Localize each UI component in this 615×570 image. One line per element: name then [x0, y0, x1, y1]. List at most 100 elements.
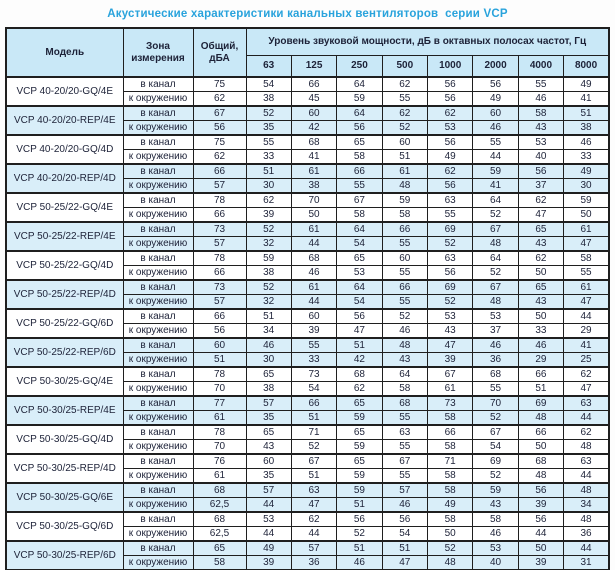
zone-cell: к окружению [122, 439, 194, 455]
spl-value-cell: 65 [336, 424, 383, 440]
spl-value-cell: 69 [517, 395, 565, 411]
spl-value-cell: 44 [245, 526, 292, 542]
spl-value-cell: 59 [336, 410, 383, 426]
spl-value-cell: 58 [426, 468, 474, 484]
total-dba-cell: 67 [192, 105, 247, 121]
table-row: к окружению 56 35 42 56 52 53 46 43 38 [6, 120, 610, 136]
zone-cell: в канал [122, 482, 194, 498]
table-row: к окружению 62,5 44 44 52 54 50 46 44 36 [6, 526, 610, 542]
spl-value-cell: 49 [472, 91, 519, 107]
spl-value-cell: 48 [517, 468, 565, 484]
spl-value-cell: 32 [245, 236, 292, 252]
spl-value-cell: 52 [426, 540, 474, 556]
spl-value-cell: 49 [426, 149, 474, 165]
spl-value-cell: 51 [517, 381, 565, 397]
spl-value-cell: 38 [245, 381, 292, 397]
spl-value-cell: 63 [381, 424, 429, 440]
total-dba-cell: 73 [192, 279, 247, 295]
table-row: VCP 50-30/25-GQ/6D в канал 68 53 62 56 56 58 58 5… [5, 511, 610, 542]
spl-value-cell: 62 [245, 192, 292, 208]
spl-value-cell: 47 [563, 236, 610, 252]
spl-value-cell: 55 [381, 410, 429, 426]
col-header-freq: 500 [381, 55, 429, 78]
spl-value-cell: 67 [290, 453, 338, 469]
table-row: VCP 50-30/25-REP/6D в канал 65 49 57 51 51 52 53… [5, 540, 610, 570]
spl-value-cell: 48 [563, 439, 610, 455]
table-header: Модель Зона измерения Общий, дБА Уровень… [5, 27, 610, 78]
spl-value-cell: 62 [517, 250, 565, 266]
spl-value-cell: 59 [336, 91, 383, 107]
spl-value-cell: 48 [563, 482, 610, 498]
spl-value-cell: 51 [336, 337, 383, 353]
zone-cell: в канал [122, 395, 194, 411]
spl-value-cell: 66 [381, 279, 429, 295]
spl-value-cell: 39 [517, 497, 565, 513]
total-dba-cell: 76 [192, 453, 247, 469]
spl-value-cell: 56 [381, 511, 429, 527]
spl-value-cell: 55 [381, 294, 429, 310]
spl-value-cell: 48 [472, 294, 519, 310]
spl-value-cell: 65 [245, 424, 292, 440]
spl-value-cell: 62 [381, 105, 429, 121]
table-row: к окружению 57 32 44 54 55 52 48 43 47 [6, 236, 610, 252]
spl-value-cell: 60 [472, 105, 519, 121]
spl-value-cell: 40 [472, 555, 519, 570]
spl-value-cell: 35 [245, 120, 292, 136]
spl-value-cell: 64 [472, 192, 519, 208]
total-dba-cell: 56 [192, 323, 247, 339]
spl-value-cell: 65 [336, 453, 383, 469]
spl-value-cell: 73 [290, 366, 338, 382]
spl-value-cell: 48 [563, 511, 610, 527]
spl-value-cell: 38 [245, 265, 292, 281]
total-dba-cell: 78 [192, 424, 247, 440]
spl-value-cell: 68 [336, 366, 383, 382]
spl-value-cell: 49 [563, 163, 610, 179]
spl-value-cell: 64 [336, 279, 383, 295]
spl-value-cell: 61 [563, 279, 610, 295]
spl-value-cell: 68 [517, 453, 565, 469]
total-dba-cell: 75 [192, 76, 247, 92]
spl-value-cell: 43 [426, 323, 474, 339]
spl-value-cell: 56 [426, 76, 474, 92]
spl-value-cell: 39 [517, 555, 565, 570]
spl-value-cell: 46 [517, 91, 565, 107]
spl-value-cell: 47 [517, 207, 565, 223]
acoustics-table: Модель Зона измерения Общий, дБА Уровень… [5, 27, 610, 570]
total-dba-cell: 62,5 [192, 526, 247, 542]
spl-value-cell: 52 [245, 105, 292, 121]
spl-value-cell: 58 [336, 149, 383, 165]
spl-value-cell: 52 [472, 265, 519, 281]
spl-value-cell: 64 [336, 105, 383, 121]
spl-value-cell: 66 [381, 221, 429, 237]
spl-value-cell: 65 [336, 134, 383, 150]
spl-value-cell: 52 [426, 236, 474, 252]
spl-value-cell: 69 [426, 279, 474, 295]
table-row: VCP 50-25/22-GQ/6D в канал 66 51 60 56 52 53 53 5… [5, 308, 610, 339]
spl-value-cell: 68 [472, 366, 519, 382]
spl-value-cell: 55 [290, 337, 338, 353]
zone-cell: в канал [122, 279, 194, 295]
spl-value-cell: 59 [245, 250, 292, 266]
spl-value-cell: 37 [472, 323, 519, 339]
spl-value-cell: 53 [517, 134, 565, 150]
total-dba-cell: 78 [192, 192, 247, 208]
zone-cell: к окружению [122, 236, 194, 252]
spl-value-cell: 66 [336, 163, 383, 179]
spl-value-cell: 65 [336, 250, 383, 266]
spl-value-cell: 44 [245, 497, 292, 513]
spl-value-cell: 60 [245, 453, 292, 469]
total-dba-cell: 66 [192, 207, 247, 223]
spl-value-cell: 33 [290, 352, 338, 368]
spl-value-cell: 50 [426, 526, 474, 542]
model-cell: VCP 50-30/25-REP/6D [5, 540, 124, 570]
spl-value-cell: 39 [245, 207, 292, 223]
table-row: VCP 50-25/22-GQ/4E в канал 78 62 70 67 59 63 64 6… [5, 192, 610, 223]
spl-value-cell: 51 [336, 497, 383, 513]
zone-cell: в канал [122, 105, 194, 121]
spl-value-cell: 46 [472, 526, 519, 542]
spl-value-cell: 50 [290, 207, 338, 223]
spl-value-cell: 68 [290, 134, 338, 150]
spl-value-cell: 57 [381, 482, 429, 498]
total-dba-cell: 57 [192, 236, 247, 252]
spl-value-cell: 67 [472, 279, 519, 295]
